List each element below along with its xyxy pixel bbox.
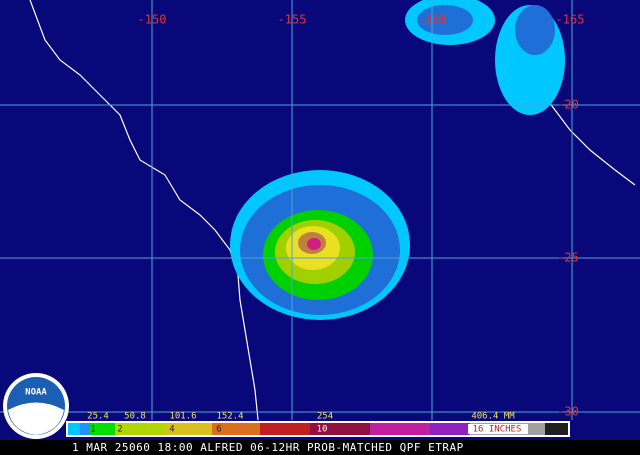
colorbar-swatch	[310, 423, 370, 435]
colorbar-swatch	[212, 423, 260, 435]
mm-label: 254	[317, 412, 333, 422]
colorbar-swatch	[370, 423, 430, 435]
noaa-logo: NOAA	[3, 373, 69, 439]
logo-text: NOAA	[25, 388, 47, 398]
lat-label: -30	[557, 405, 579, 419]
inch-unit-box	[468, 424, 528, 434]
lon-label: -150	[138, 13, 167, 27]
colorbar-swatch	[80, 423, 90, 435]
colorbar-swatch	[115, 423, 165, 435]
lon-label: -165	[556, 13, 585, 27]
lat-label: -25	[557, 251, 579, 265]
mm-label: 101.6	[169, 412, 196, 422]
mm-label: 152.4	[216, 412, 243, 422]
graticule	[0, 0, 640, 420]
rain-field	[230, 0, 565, 320]
footer-bar	[0, 440, 640, 455]
colorbar-swatch	[68, 423, 80, 435]
inch-label: 1	[90, 425, 95, 435]
coastline	[29, 0, 259, 421]
colorbar	[66, 421, 570, 437]
colorbar-swatch	[430, 423, 470, 435]
rain-east-core	[515, 5, 555, 55]
colorbar-swatch	[90, 423, 115, 435]
logo-wave	[8, 402, 64, 435]
inch-label: 4	[169, 425, 174, 435]
island-coast	[539, 89, 636, 186]
mm-label: 50.8	[124, 412, 146, 422]
rain-north-core	[417, 5, 473, 35]
mm-label: 406.4 MM	[471, 412, 515, 422]
rain-magenta	[307, 238, 321, 250]
lon-label: -160	[418, 13, 447, 27]
colorbar-swatch	[165, 423, 212, 435]
inch-label: 10	[317, 425, 328, 435]
inch-label: 16 INCHES	[473, 425, 522, 435]
colorbar-swatch	[545, 423, 568, 435]
inch-label: 6	[216, 425, 221, 435]
lat-label: -20	[557, 98, 579, 112]
mm-label: 25.4	[87, 412, 109, 422]
colorbar-swatch	[260, 423, 310, 435]
footer-text: 1 MAR 25060 18:00 ALFRED 06-12HR PROB-MA…	[72, 441, 464, 454]
inch-label: 2	[117, 425, 122, 435]
lon-label: -155	[278, 13, 307, 27]
